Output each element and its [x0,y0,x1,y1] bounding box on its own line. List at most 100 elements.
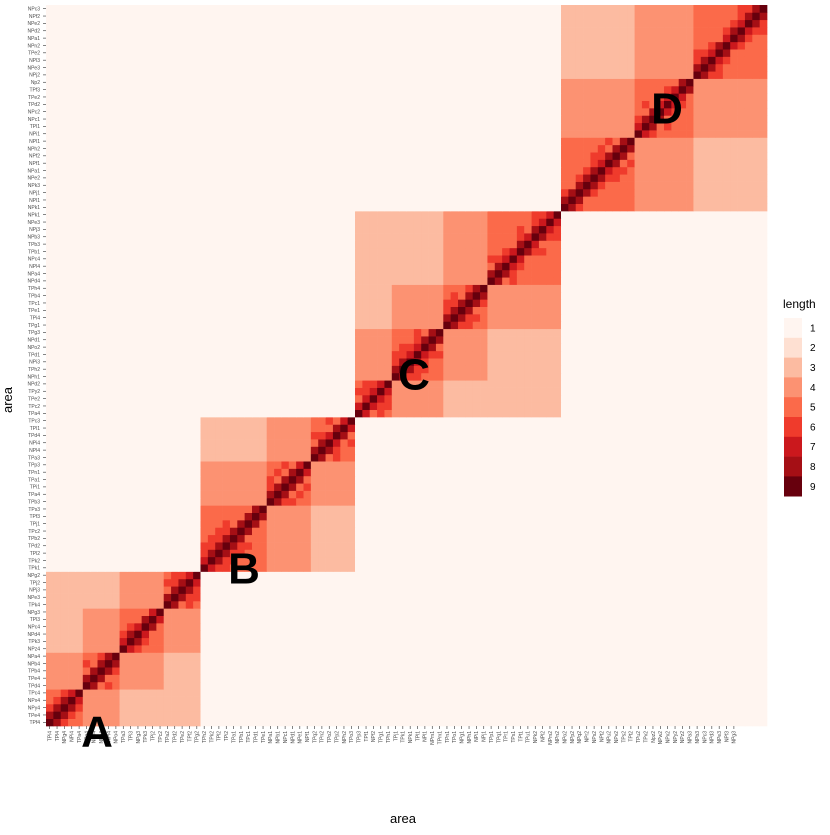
heatmap-cell [178,534,187,543]
heatmap-cell [759,571,768,580]
heatmap-cell [207,689,216,697]
heatmap-cell [472,417,481,425]
heatmap-cell [303,497,312,506]
heatmap-cell [377,365,385,374]
heatmap-cell [75,623,84,631]
heatmap-cell [458,645,466,653]
heatmap-cell [75,711,84,719]
heatmap-cell [715,417,724,425]
heatmap-cell [752,645,760,653]
heatmap-cell [119,593,128,602]
heatmap-cell [97,490,106,499]
heatmap-cell [612,394,621,403]
heatmap-cell [281,350,290,359]
heatmap-cell [296,424,304,433]
heatmap-cell [406,645,415,653]
heatmap-cell [193,453,201,462]
heatmap-cell [193,534,201,543]
heatmap-cell [708,527,716,536]
heatmap-cell [112,689,120,697]
heatmap-cell [678,424,687,433]
heatmap-cell [686,358,694,366]
heatmap-cell [156,497,165,506]
heatmap-cell [237,520,245,528]
heatmap-cell [303,549,312,558]
heatmap-cell [126,534,135,543]
heatmap-cell [171,645,179,653]
heatmap-cell [53,578,62,587]
heatmap-cell [53,446,62,455]
heatmap-cell [303,586,312,594]
heatmap-cell [656,461,665,469]
heatmap-cell [671,490,680,499]
heatmap-cell [288,578,297,587]
heatmap-cell [656,475,665,484]
heatmap-cell [355,623,363,631]
heatmap-cell [126,564,135,572]
heatmap-cell [568,667,577,675]
heatmap-cell [744,608,753,616]
heatmap-cell [590,703,599,712]
heatmap-cell [561,402,569,410]
heatmap-cell [104,453,113,462]
heatmap-cell [60,394,69,403]
heatmap-cell [641,667,650,675]
heatmap-cell [332,534,341,543]
heatmap-cell [340,718,348,727]
heatmap-cell [413,394,422,403]
heatmap-cell [112,630,120,639]
heatmap-cell [68,387,76,396]
heatmap-cell [200,623,209,631]
heatmap-cell [693,586,702,594]
heatmap-cell [538,527,547,536]
heatmap-cell [332,674,341,683]
heatmap-cell [722,586,731,594]
heatmap-cell [60,431,69,440]
heatmap-cell [90,637,98,646]
heatmap-cell [252,578,260,587]
heatmap-cell [406,689,415,697]
heatmap-cell [119,542,128,550]
heatmap-cell [46,681,54,690]
heatmap-cell [244,439,253,447]
heatmap-cell [237,667,245,675]
heatmap-cell [458,402,466,410]
heatmap-cell [737,475,746,484]
heatmap-cell [384,703,393,712]
heatmap-cell [207,439,216,447]
heatmap-cell [347,623,356,631]
heatmap-cell [222,372,231,381]
heatmap-cell [546,453,554,462]
heatmap-cell [538,703,547,712]
heatmap-cell [303,659,312,668]
heatmap-cell [281,703,290,712]
heatmap-cell [296,527,304,536]
heatmap-cell [340,358,348,366]
heatmap-cell [252,490,260,499]
heatmap-cell [509,630,518,639]
heatmap-cell [722,483,731,491]
heatmap-cell [384,468,393,477]
heatmap-cell [244,623,253,631]
heatmap-cell [104,659,113,668]
heatmap-cell [90,365,98,374]
heatmap-cell [612,520,621,528]
heatmap-cell [141,446,150,455]
heatmap-cell [421,402,429,410]
heatmap-cell [641,394,650,403]
heatmap-cell [443,453,451,462]
heatmap-cell [332,380,341,388]
heatmap-cell [450,431,459,440]
heatmap-cell [693,520,702,528]
heatmap-cell [480,711,488,719]
heatmap-cell [229,689,238,697]
heatmap-cell [296,358,304,366]
heatmap-cell [546,564,554,572]
heatmap-cell [406,483,415,491]
heatmap-cell [384,497,393,506]
heatmap-cell [119,490,128,499]
heatmap-cell [318,505,326,513]
heatmap-cell [332,637,341,646]
heatmap-cell [664,468,672,477]
heatmap-cell [200,718,209,727]
